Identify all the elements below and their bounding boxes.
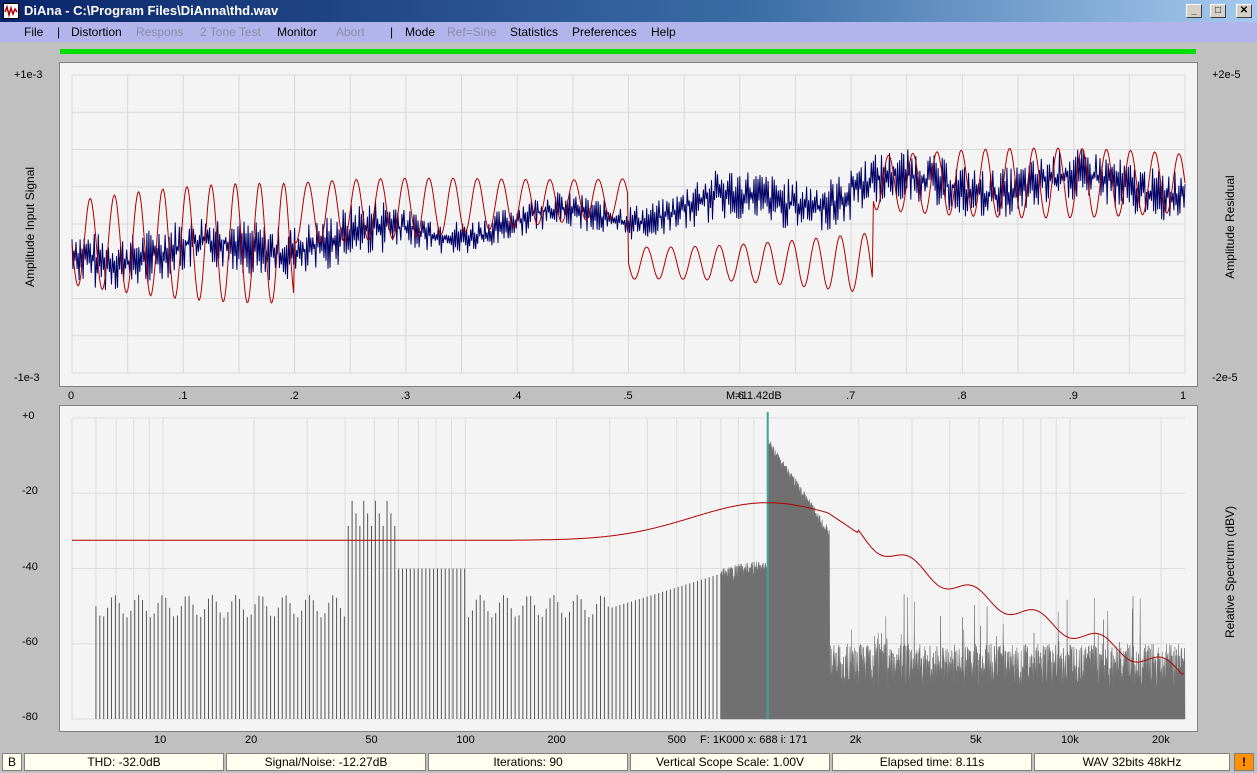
scope-plot[interactable]: [60, 63, 1197, 386]
scope-left-bottom-label: -1e-3: [14, 372, 40, 384]
menu-file[interactable]: File: [24, 25, 44, 39]
noise-floor-area: [720, 439, 1186, 720]
scope-x-tick-label: 0: [68, 390, 75, 402]
input-signal-trace: [71, 149, 1186, 290]
menu-bar: File | Distortion Respons 2 Tone Test Mo…: [0, 22, 1257, 42]
menu-monitor[interactable]: Monitor: [277, 25, 318, 39]
spectrum-x-tick-label: 5k: [970, 734, 982, 746]
spectrum-y-tick-label: +0: [22, 410, 35, 422]
scope-x-tick-label: .1: [178, 390, 188, 402]
spectrum-x-tick-label: 100: [456, 734, 475, 746]
menu-separator: |: [57, 25, 61, 39]
spectrum-y-tick-label: -80: [22, 711, 38, 723]
spectrum-x-tick-label: 50: [365, 734, 378, 746]
scope-left-axis-title: Amplitude Input Signal: [23, 166, 37, 287]
scope-x-tick-label: .9: [1068, 390, 1078, 402]
scope-right-axis-title: Amplitude Residual: [1223, 175, 1237, 279]
window-title: DiAna - C:\Program Files\DiAnna\thd.wav: [24, 3, 279, 18]
scope-left-top-label: +1e-3: [14, 69, 43, 81]
status-snr: Signal/Noise: -12.27dB: [226, 753, 426, 771]
title-bar: DiAna - C:\Program Files\DiAnna\thd.wav …: [0, 0, 1257, 22]
scope-x-tick-label: .7: [846, 390, 856, 402]
status-elapsed-time: Elapsed time: 8.11s: [832, 753, 1032, 771]
spectrum-x-tick-label: 10: [154, 734, 167, 746]
spectrum-x-tick-label: 500: [667, 734, 687, 746]
status-vertical-scale: Vertical Scope Scale: 1.00V: [630, 753, 830, 771]
residual-trace: [71, 147, 1186, 304]
scope-x-tick-label: .3: [400, 390, 411, 402]
scope-right-bottom-label: -2e-5: [1212, 372, 1238, 384]
spectrum-y-tick-label: -40: [22, 560, 38, 573]
response-curve: [72, 502, 1184, 675]
scope-x-tick-label: .5: [623, 390, 633, 402]
progress-bar: [60, 49, 1196, 54]
spectrum-plot[interactable]: [60, 406, 1197, 731]
scope-x-tick-label: .2: [289, 390, 299, 402]
scope-x-tick-label: .8: [957, 390, 967, 402]
spectrum-cursor-readout: F: 1K000 x: 688 i: 171: [700, 734, 808, 746]
menu-statistics[interactable]: Statistics: [510, 25, 559, 39]
minimize-button[interactable]: _: [1186, 4, 1202, 18]
spectrum-x-tick-label: 20k: [1152, 734, 1170, 746]
menu-mode[interactable]: Mode: [405, 25, 436, 39]
maximize-button[interactable]: □: [1210, 4, 1226, 18]
menu-help[interactable]: Help: [651, 25, 676, 39]
status-format: WAV 32bits 48kHz: [1034, 753, 1230, 771]
spectrum-y-tick-label: -20: [22, 485, 38, 498]
scope-x-tick-label: 1: [1180, 390, 1187, 402]
spectrum-x-tick-label: 20: [245, 734, 258, 746]
scope-x-tick-label: .4: [512, 390, 522, 402]
spectrum-x-tick-label: 10k: [1061, 734, 1079, 746]
scope-marker-readout: M=11.42dB: [726, 390, 782, 402]
menu-two-tone-test: 2 Tone Test: [200, 25, 261, 39]
spectrum-y-tick-label: -60: [22, 635, 38, 648]
close-button[interactable]: ✕: [1236, 4, 1252, 18]
spectrum-x-tick-label: 2k: [849, 734, 862, 746]
scope-right-top-label: +2e-5: [1212, 69, 1241, 81]
spectrum-panel[interactable]: [59, 405, 1198, 732]
status-mode-flag: B: [2, 753, 22, 771]
menu-abort: Abort: [336, 25, 365, 39]
status-iterations: Iterations: 90: [428, 753, 628, 771]
app-icon[interactable]: [3, 3, 19, 19]
status-thd: THD: -32.0dB: [24, 753, 224, 771]
spectrum-right-axis-title: Relative Spectrum (dBV): [1223, 505, 1237, 639]
spectrum-x-tick-label: 200: [547, 734, 566, 746]
menu-preferences[interactable]: Preferences: [572, 25, 637, 39]
menu-separator: |: [390, 25, 394, 39]
menu-ref-sine: Ref=Sine: [447, 25, 497, 39]
status-alert-icon[interactable]: !: [1234, 753, 1254, 771]
menu-distortion[interactable]: Distortion: [71, 25, 122, 39]
menu-respons: Respons: [136, 25, 184, 39]
scope-x-tick-label: .6: [734, 390, 744, 402]
scope-panel[interactable]: [59, 62, 1198, 387]
status-bar: B THD: -32.0dB Signal/Noise: -12.27dB It…: [0, 751, 1257, 773]
